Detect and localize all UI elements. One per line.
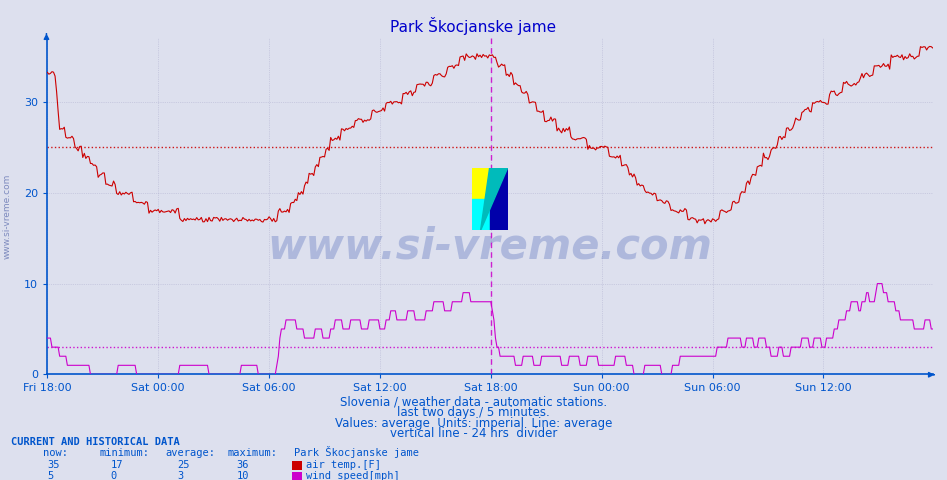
Bar bbox=[472, 168, 490, 199]
Text: www.si-vreme.com: www.si-vreme.com bbox=[268, 226, 712, 268]
Text: 10: 10 bbox=[237, 471, 249, 480]
Text: Park Škocjanske jame: Park Škocjanske jame bbox=[294, 446, 419, 458]
Polygon shape bbox=[481, 168, 508, 230]
Text: Values: average  Units: imperial  Line: average: Values: average Units: imperial Line: av… bbox=[335, 417, 612, 430]
Text: wind speed[mph]: wind speed[mph] bbox=[306, 471, 400, 480]
Text: last two days / 5 minutes.: last two days / 5 minutes. bbox=[397, 406, 550, 419]
Text: CURRENT AND HISTORICAL DATA: CURRENT AND HISTORICAL DATA bbox=[11, 437, 180, 447]
Text: Slovenia / weather data - automatic stations.: Slovenia / weather data - automatic stat… bbox=[340, 396, 607, 408]
Text: vertical line - 24 hrs  divider: vertical line - 24 hrs divider bbox=[390, 427, 557, 440]
Text: air temp.[F]: air temp.[F] bbox=[306, 459, 381, 469]
Text: minimum:: minimum: bbox=[99, 448, 150, 458]
Text: now:: now: bbox=[43, 448, 67, 458]
Text: Park Škocjanske jame: Park Škocjanske jame bbox=[390, 17, 557, 35]
Bar bbox=[472, 199, 490, 230]
Text: maximum:: maximum: bbox=[227, 448, 277, 458]
Text: 5: 5 bbox=[47, 471, 54, 480]
Text: www.si-vreme.com: www.si-vreme.com bbox=[3, 173, 12, 259]
Text: 17: 17 bbox=[111, 459, 123, 469]
Bar bbox=[490, 168, 508, 230]
Text: 25: 25 bbox=[177, 459, 189, 469]
Text: 3: 3 bbox=[177, 471, 184, 480]
Text: 35: 35 bbox=[47, 459, 60, 469]
Text: average:: average: bbox=[166, 448, 216, 458]
Text: 0: 0 bbox=[111, 471, 117, 480]
Text: 36: 36 bbox=[237, 459, 249, 469]
